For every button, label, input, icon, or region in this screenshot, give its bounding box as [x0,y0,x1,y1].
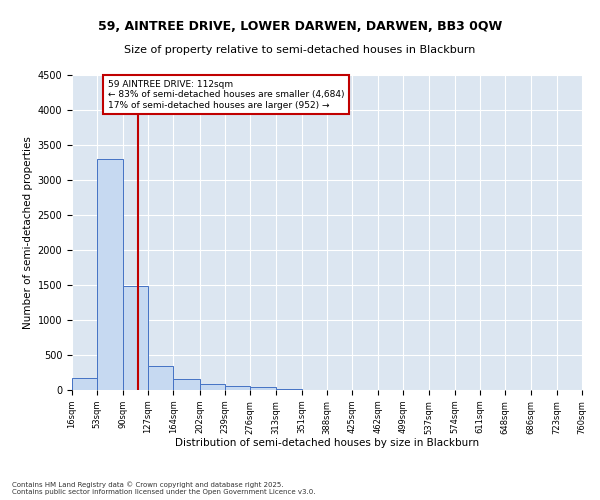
Bar [199,384,225,390]
X-axis label: Distribution of semi-detached houses by size in Blackburn: Distribution of semi-detached houses by … [175,438,479,448]
Bar [72,378,97,390]
Bar [148,366,173,390]
Bar [173,379,200,390]
Y-axis label: Number of semi-detached properties: Number of semi-detached properties [23,136,34,329]
Text: 59, AINTREE DRIVE, LOWER DARWEN, DARWEN, BB3 0QW: 59, AINTREE DRIVE, LOWER DARWEN, DARWEN,… [98,20,502,33]
Text: 59 AINTREE DRIVE: 112sqm
← 83% of semi-detached houses are smaller (4,684)
17% o: 59 AINTREE DRIVE: 112sqm ← 83% of semi-d… [108,80,344,110]
Bar [225,386,250,390]
Bar [275,389,302,390]
Bar [250,387,275,390]
Bar [123,286,148,390]
Bar [97,159,123,390]
Text: Size of property relative to semi-detached houses in Blackburn: Size of property relative to semi-detach… [124,45,476,55]
Text: Contains HM Land Registry data © Crown copyright and database right 2025.
Contai: Contains HM Land Registry data © Crown c… [12,482,316,495]
